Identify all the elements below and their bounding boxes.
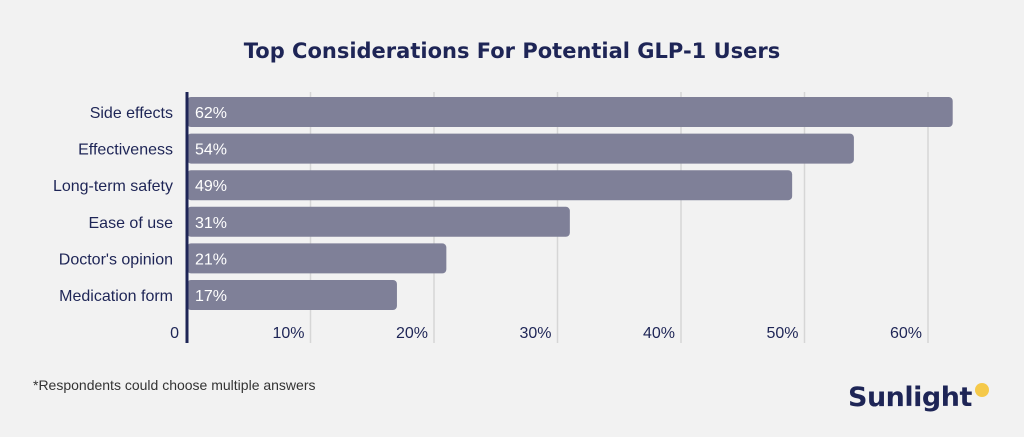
- chart-title: Top Considerations For Potential GLP-1 U…: [244, 39, 781, 63]
- bar-value-label: 21%: [195, 251, 227, 268]
- category-label: Side effects: [90, 105, 173, 122]
- bar-value-label: 62%: [195, 105, 227, 122]
- bar-value-label: 31%: [195, 215, 227, 232]
- bars: 62% 54% 49% 31% 21% 17%: [187, 97, 953, 310]
- x-tick-label: 0: [170, 325, 179, 342]
- brand-logo: Sunlight: [848, 378, 989, 418]
- bar-value-label: 17%: [195, 288, 227, 305]
- bar: [187, 243, 447, 274]
- category-label: Long-term safety: [53, 178, 173, 195]
- x-axis-ticks: 0 10% 20% 30% 40% 50% 60%: [170, 325, 922, 342]
- x-tick-label: 20%: [396, 325, 428, 342]
- bar: [187, 97, 953, 127]
- x-tick-label: 10%: [272, 325, 304, 342]
- category-label: Doctor's opinion: [59, 251, 173, 268]
- x-tick-label: 40%: [643, 325, 675, 342]
- x-tick-label: 50%: [766, 325, 798, 342]
- bar: [187, 206, 570, 237]
- brand-name: Sunlight: [848, 382, 972, 413]
- bar: [187, 133, 854, 164]
- category-label: Ease of use: [89, 215, 174, 232]
- sun-dot-icon: [974, 383, 989, 397]
- footnote: *Respondents could choose multiple answe…: [33, 377, 316, 393]
- bar: [187, 170, 793, 201]
- category-labels: Side effects Effectiveness Long-term safet…: [53, 105, 173, 305]
- x-tick-label: 60%: [890, 325, 922, 342]
- category-label: Medication form: [59, 288, 173, 305]
- bar-value-label: 49%: [195, 178, 227, 195]
- bar: [187, 280, 397, 310]
- x-tick-label: 30%: [519, 325, 551, 342]
- bar-value-label: 54%: [195, 142, 227, 159]
- category-label: Effectiveness: [78, 142, 173, 159]
